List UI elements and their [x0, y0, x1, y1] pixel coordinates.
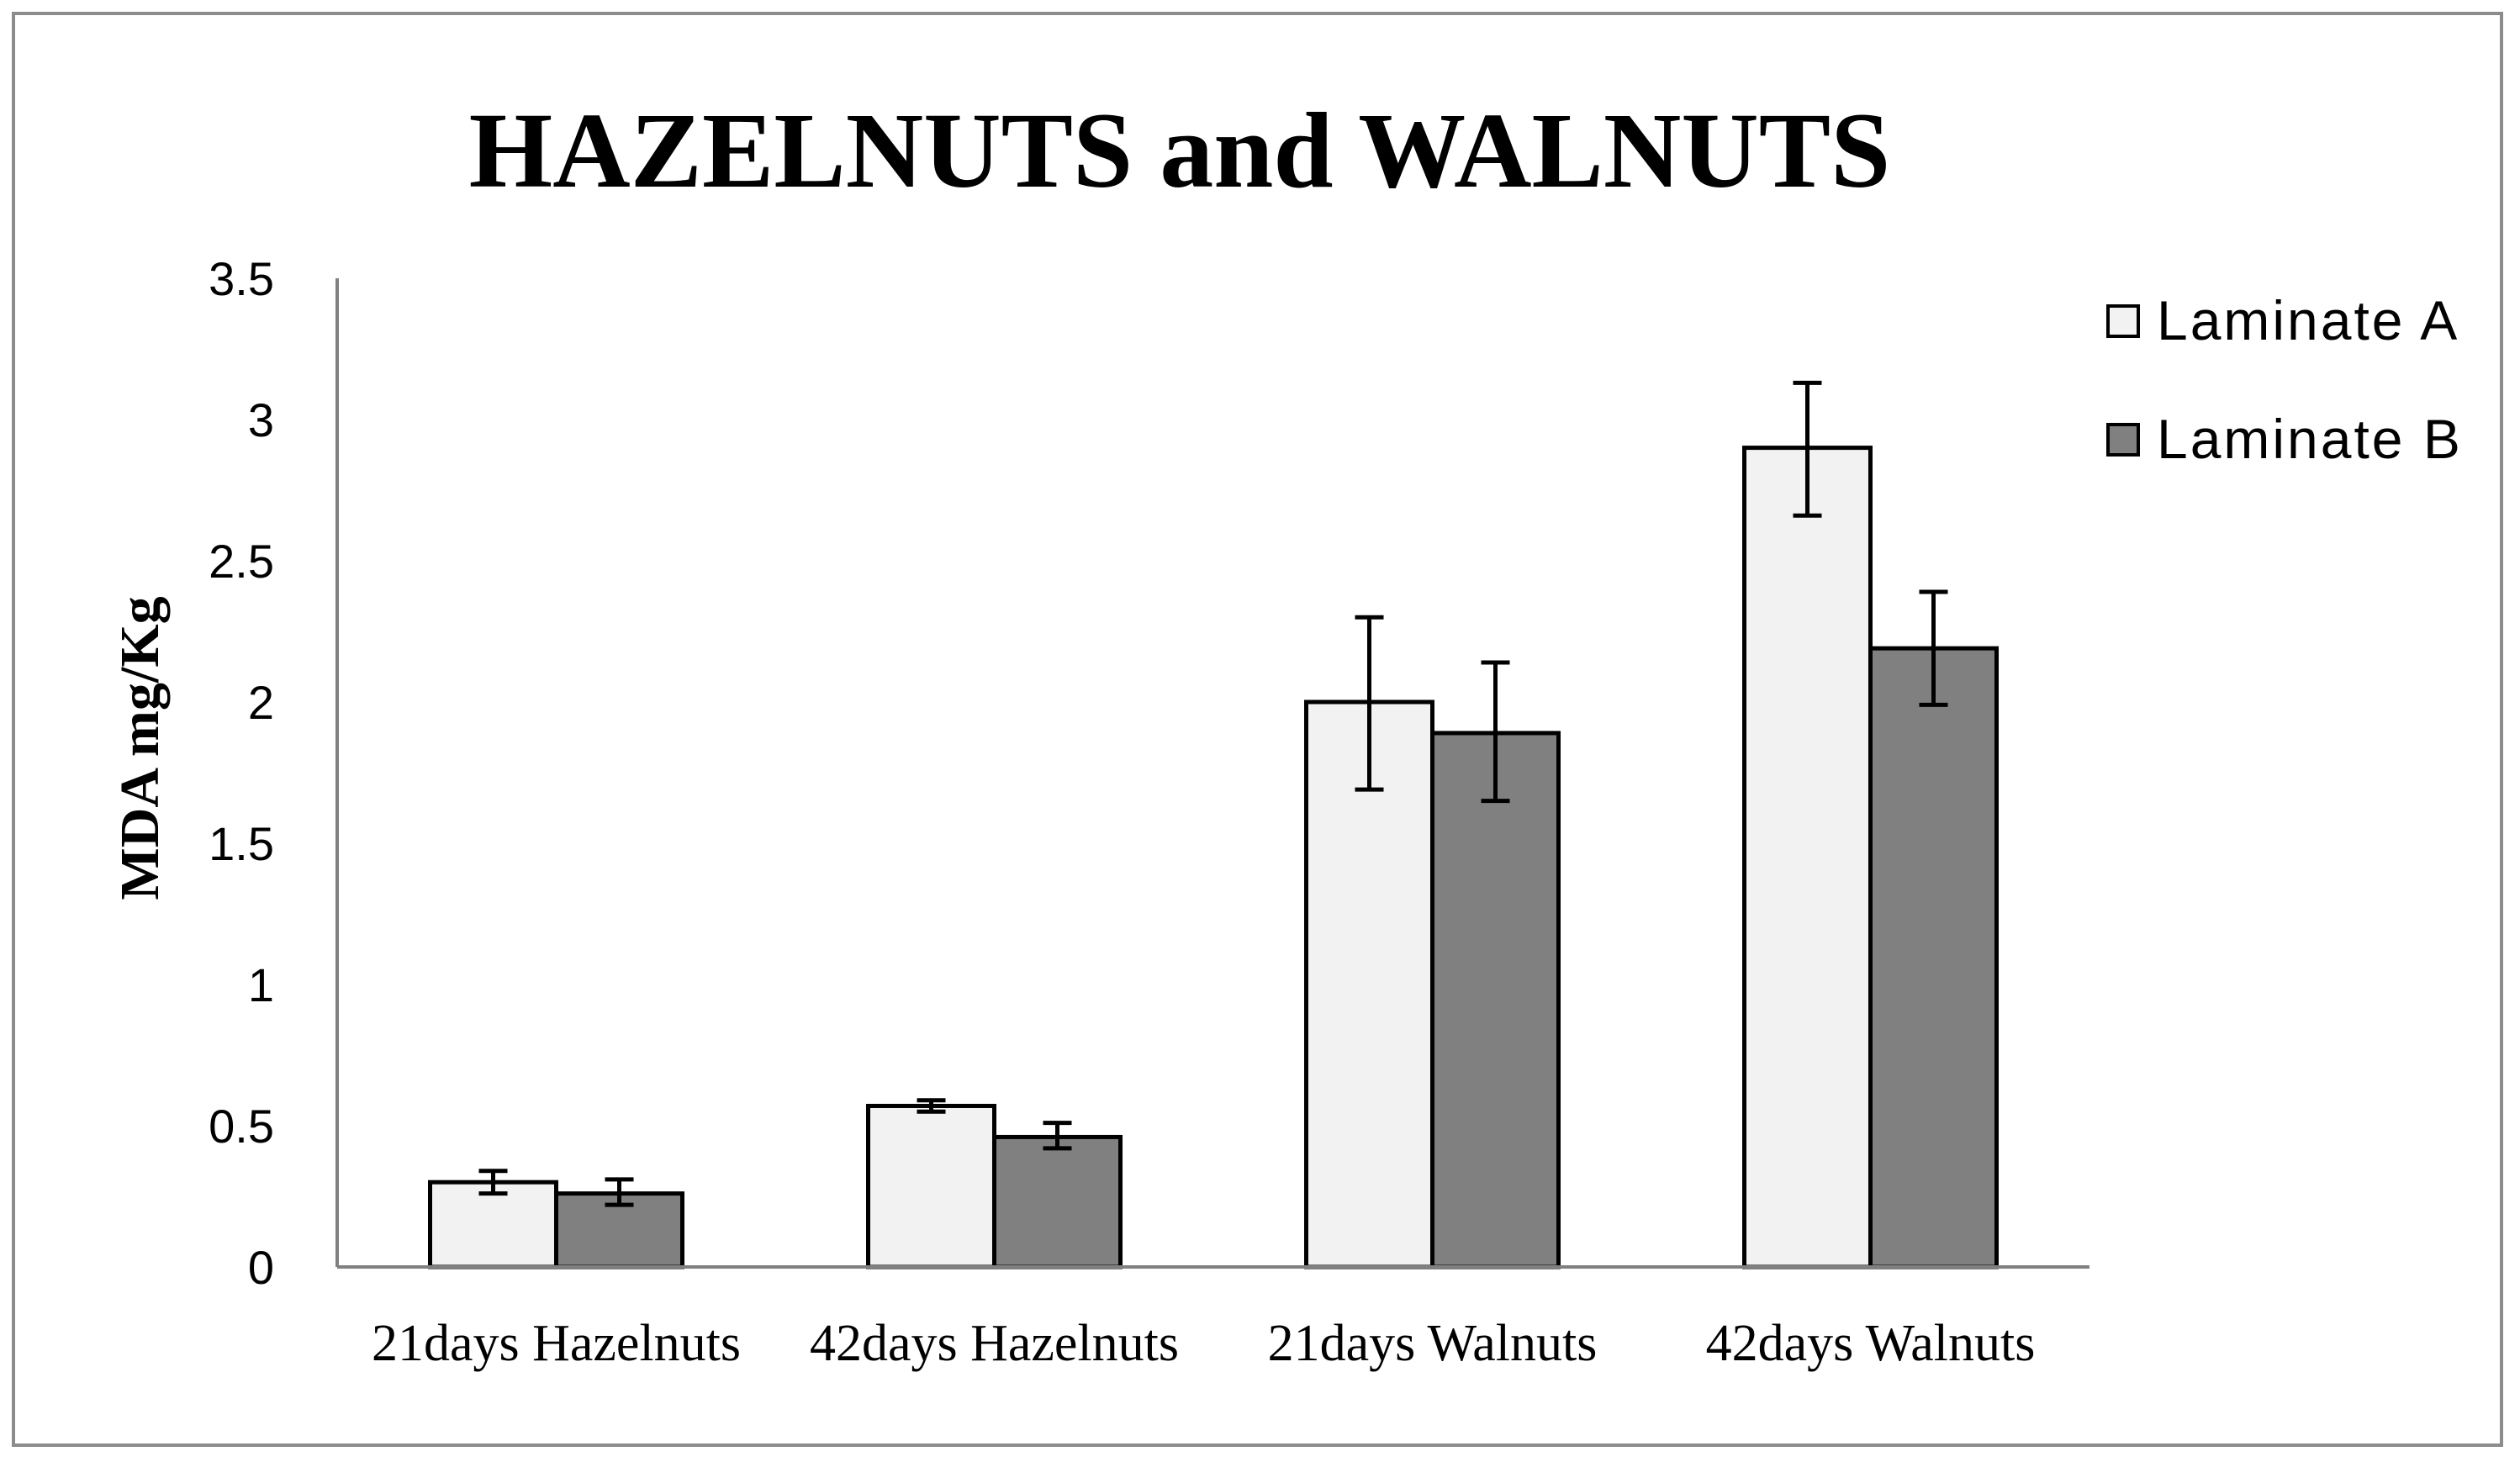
- y-tick-label: 2.5: [209, 535, 274, 588]
- error-bar: [1793, 380, 1822, 518]
- bar: [992, 1134, 1123, 1269]
- chart-frame: [12, 12, 2503, 1447]
- legend: Laminate A Laminate B: [2106, 289, 2463, 470]
- error-bar: [1481, 660, 1510, 804]
- error-bar: [1355, 615, 1384, 792]
- x-tick-label: 42days Walnuts: [1706, 1315, 2036, 1372]
- error-bar: [478, 1169, 508, 1196]
- legend-item: Laminate A: [2106, 289, 2459, 351]
- error-bar: [917, 1098, 946, 1114]
- y-tick-label: 1: [248, 958, 274, 1011]
- y-axis-label: MDA mg/Kg: [109, 596, 171, 900]
- bar: [1430, 731, 1561, 1269]
- bars: [428, 446, 1999, 1269]
- bar: [866, 1103, 996, 1269]
- error-bar: [605, 1177, 634, 1207]
- x-tick-labels: 21days Hazelnuts 42days Hazelnuts 21days W…: [372, 1315, 2035, 1372]
- error-bar: [1043, 1121, 1072, 1151]
- error-bars: [478, 380, 1948, 1207]
- y-tick-label: 2: [248, 676, 274, 729]
- y-tick-label: 0.5: [209, 1100, 274, 1153]
- bar: [1868, 646, 1999, 1269]
- y-tick-labels: 0 0.5 1 1.5 2 2.5 3 3.5: [209, 252, 274, 1294]
- legend-label: Laminate B: [2157, 408, 2463, 470]
- y-tick-label: 1.5: [209, 817, 274, 870]
- x-tick-label: 21days Walnuts: [1268, 1315, 1598, 1372]
- x-tick-label: 42days Hazelnuts: [810, 1315, 1179, 1372]
- bar: [1742, 446, 1873, 1269]
- chart-title: HAZELNUTS and WALNUTS: [469, 91, 1891, 210]
- legend-label: Laminate A: [2157, 289, 2459, 351]
- error-bar: [1919, 589, 1948, 707]
- legend-swatch: [2106, 304, 2140, 338]
- legend-item: Laminate B: [2106, 408, 2463, 470]
- y-tick-label: 3.5: [209, 252, 274, 305]
- x-tick-label: 21days Hazelnuts: [372, 1315, 741, 1372]
- axes: [335, 278, 2089, 1269]
- y-tick-label: 0: [248, 1241, 274, 1294]
- legend-swatch: [2106, 423, 2140, 457]
- y-tick-label: 3: [248, 393, 274, 446]
